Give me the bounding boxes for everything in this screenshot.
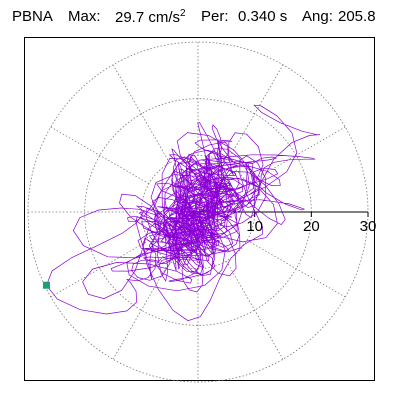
grid-spoke-150 [50,126,150,185]
period-value: 0.340 s [238,8,288,25]
period-label: Per: [201,8,229,25]
angle-value: 205.8 [338,8,376,25]
motion-trace [46,104,321,322]
max-unit-exponent: 2 [180,8,186,19]
chart-title: PBNA Max: 29.7 cm/s2 Per: 0.340 s Ang: 2… [0,8,400,32]
peak-marker-group [42,281,50,289]
grid-spoke-240 [112,260,171,360]
grid-spoke-120 [112,64,171,164]
grid-spoke-300 [225,260,284,360]
trace-line [46,104,321,322]
radial-tick-label-10: 10 [246,218,263,235]
radial-tick-label-30: 30 [360,218,377,235]
max-value-text: 29.7 cm/s [115,9,181,26]
grid-spoke-210 [50,239,150,298]
angle-label: Ang: [302,8,333,25]
grid-spoke-330 [246,239,346,298]
radial-tick-labels: 10 20 30 [246,218,376,235]
max-label: Max: [68,8,101,25]
grid-spoke-60 [225,64,284,164]
radial-tick-label-20: 20 [303,218,320,235]
grid-spoke-30 [246,126,346,185]
plot-frame [24,37,375,381]
peak-marker [42,281,50,289]
max-value: 29.7 cm/s2 [115,8,186,26]
station-code: PBNA [12,8,53,25]
